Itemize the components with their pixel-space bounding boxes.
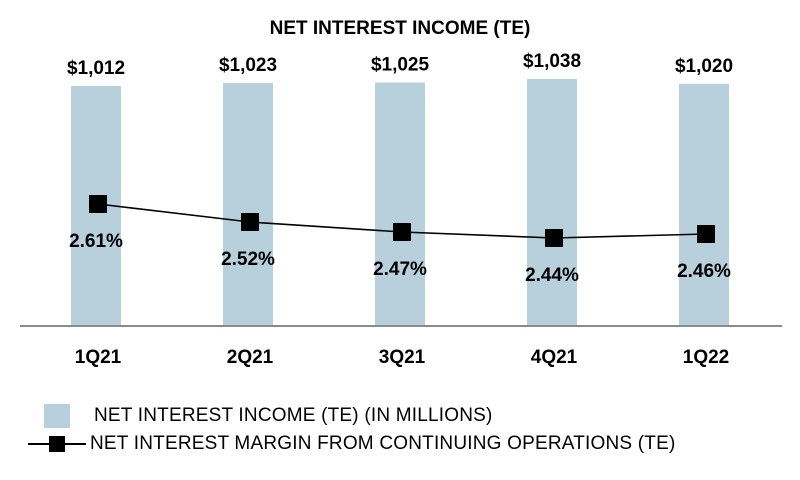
bar-1Q22 <box>679 83 729 326</box>
line-point-1Q22 <box>697 225 715 243</box>
line-point-2Q21 <box>241 213 259 231</box>
legend-label-line: NET INTEREST MARGIN FROM CONTINUING OPER… <box>90 433 676 454</box>
bar-3Q21 <box>375 82 425 326</box>
line-series-group: 2.61% 2.52% 2.47% 2.44% 2.46% <box>69 195 731 286</box>
line-label-3Q21: 2.47% <box>373 259 427 280</box>
bar-4Q21 <box>527 79 577 326</box>
line-label-2Q21: 2.52% <box>221 249 275 270</box>
bar-group: $1,012 $1,023 $1,025 $1,038 $1,020 <box>67 51 733 327</box>
line-point-1Q21 <box>89 195 107 213</box>
bar-label-1Q22: $1,020 <box>675 56 733 77</box>
bar-label-1Q21: $1,012 <box>67 58 125 79</box>
bar-label-3Q21: $1,025 <box>371 55 430 76</box>
line-point-4Q21 <box>545 229 563 247</box>
line-label-1Q21: 2.61% <box>69 231 123 252</box>
line-label-4Q21: 2.44% <box>525 265 579 286</box>
legend-item-bar: NET INTEREST INCOME (TE) (IN MILLIONS) <box>40 402 676 430</box>
chart-title: NET INTEREST INCOME (TE) <box>270 18 531 39</box>
x-axis-ticks: 1Q21 2Q21 3Q21 4Q21 1Q22 <box>75 347 729 368</box>
legend-swatch-bar <box>44 404 70 428</box>
line-point-3Q21 <box>393 223 411 241</box>
legend-label-bar: NET INTEREST INCOME (TE) (IN MILLIONS) <box>94 405 493 426</box>
x-tick-3Q21: 3Q21 <box>379 347 426 368</box>
legend-swatch-line <box>28 432 86 456</box>
bar-label-2Q21: $1,023 <box>219 55 277 76</box>
x-tick-4Q21: 4Q21 <box>531 347 578 368</box>
bar-2Q21 <box>223 83 273 327</box>
legend-item-line: NET INTEREST MARGIN FROM CONTINUING OPER… <box>28 430 676 458</box>
x-tick-1Q22: 1Q22 <box>683 347 729 368</box>
legend: NET INTEREST INCOME (TE) (IN MILLIONS) N… <box>28 402 676 458</box>
line-label-1Q22: 2.46% <box>677 261 731 282</box>
x-tick-2Q21: 2Q21 <box>227 347 274 368</box>
bar-label-4Q21: $1,038 <box>523 51 581 72</box>
x-tick-1Q21: 1Q21 <box>75 347 122 368</box>
chart: NET INTEREST INCOME (TE) $1,012 $1,023 $1,… <box>20 18 782 368</box>
